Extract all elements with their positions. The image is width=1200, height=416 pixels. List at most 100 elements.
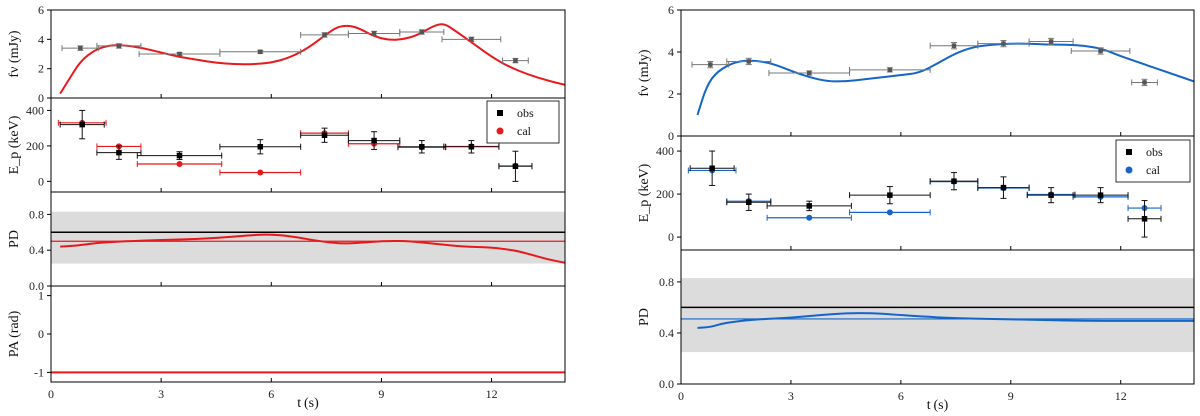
legend-frame bbox=[486, 100, 560, 144]
panel-plot-area bbox=[691, 37, 1194, 116]
y-tick-label: 400 bbox=[26, 103, 44, 117]
x-tick-label: 12 bbox=[486, 387, 498, 401]
obs-point bbox=[1097, 192, 1104, 198]
obs-point bbox=[419, 29, 425, 35]
obs-point bbox=[468, 144, 475, 150]
obs-point bbox=[806, 203, 812, 209]
y-axis-label: fν (mJy) bbox=[637, 49, 652, 96]
obs-point bbox=[951, 43, 957, 48]
x-tick-label: 9 bbox=[1008, 389, 1014, 403]
obs-point bbox=[177, 51, 182, 57]
y-axis-label: PD bbox=[7, 230, 22, 248]
y-tick-label: 0.0 bbox=[659, 377, 674, 391]
y-tick-label: -1 bbox=[34, 365, 44, 379]
legend: obs cal bbox=[1115, 139, 1191, 183]
obs-point bbox=[371, 31, 377, 36]
obs-point bbox=[78, 45, 83, 51]
cal-point bbox=[176, 160, 183, 167]
panel-plot-area bbox=[57, 109, 533, 182]
obs-point bbox=[176, 152, 183, 159]
obs-point bbox=[746, 59, 752, 64]
x-axis-label: t (s) bbox=[927, 398, 949, 413]
observed-pd-band bbox=[51, 211, 565, 264]
x-tick-label: 9 bbox=[378, 387, 384, 401]
model-curve bbox=[696, 42, 1194, 116]
right-figure: 0 2 4 6 fν (mJy) 0 200 400 E_p (keV) obs cal 0.0 0.4… bbox=[637, 3, 1195, 413]
y-tick-label: 400 bbox=[656, 144, 674, 158]
y-tick-label: 0.8 bbox=[29, 207, 44, 221]
x-tick-label: 0 bbox=[48, 387, 54, 401]
x-tick-label: 0 bbox=[678, 389, 684, 403]
obs-point bbox=[258, 49, 263, 55]
x-axis-label: t (s) bbox=[297, 396, 319, 411]
obs-point bbox=[257, 144, 264, 150]
panel-flux: 0 2 4 6 fν (mJy) bbox=[637, 3, 1195, 143]
legend-cal-marker bbox=[1125, 166, 1133, 174]
legend-obs-label: obs bbox=[1146, 145, 1163, 159]
y-tick-label: 2 bbox=[668, 87, 674, 101]
x-tick-label: 6 bbox=[268, 387, 274, 401]
y-tick-label: 0 bbox=[668, 129, 674, 143]
panel-plot-area bbox=[51, 211, 565, 264]
obs-point bbox=[322, 32, 327, 38]
legend-cal-marker bbox=[496, 127, 504, 135]
panel-ep: 0 200 400 E_p (keV) obs cal bbox=[637, 135, 1195, 251]
obs-point bbox=[419, 144, 425, 150]
y-tick-label: 4 bbox=[38, 32, 44, 46]
x-tick-label: 6 bbox=[898, 389, 904, 403]
legend: obs cal bbox=[486, 100, 560, 144]
panel-pd: 0.0 0.4 0.8 PD bbox=[7, 191, 566, 293]
cal-point bbox=[886, 209, 893, 216]
left-figure: 0 2 4 6 fν (mJy) 0 200 400 E_p (keV) obs cal 0.0 0.4… bbox=[7, 3, 566, 411]
x-tick-label: 3 bbox=[788, 389, 794, 403]
panel-frame bbox=[680, 249, 1195, 385]
obs-point bbox=[708, 62, 713, 67]
obs-point bbox=[371, 137, 377, 144]
obs-point bbox=[746, 199, 752, 205]
panel-plot-area bbox=[59, 23, 565, 95]
obs-point bbox=[116, 43, 122, 49]
cal-point bbox=[257, 169, 264, 176]
obs-point bbox=[79, 121, 85, 128]
panel-frame bbox=[680, 9, 1195, 137]
y-tick-label: 4 bbox=[668, 45, 674, 59]
obs-point bbox=[1048, 39, 1054, 44]
y-tick-label: 0 bbox=[668, 230, 674, 244]
obs-point bbox=[469, 37, 474, 42]
y-tick-label: 0 bbox=[38, 327, 44, 341]
y-tick-label: 0.4 bbox=[659, 326, 674, 340]
obs-point bbox=[512, 163, 519, 170]
obs-point bbox=[709, 165, 715, 172]
x-tick-label: 3 bbox=[158, 387, 164, 401]
legend-obs-label: obs bbox=[517, 106, 534, 120]
y-axis-label: PA (rad) bbox=[7, 310, 22, 357]
obs-point bbox=[807, 70, 812, 76]
x-tick-label: 12 bbox=[1115, 389, 1127, 403]
legend-cal-label: cal bbox=[517, 124, 532, 138]
y-tick-label: 200 bbox=[656, 187, 674, 201]
obs-point bbox=[1141, 216, 1148, 222]
panel-flux: 0 2 4 6 fν (mJy) bbox=[7, 3, 566, 105]
model-curve bbox=[59, 23, 565, 95]
y-tick-label: 2 bbox=[38, 62, 44, 76]
y-tick-label: 0.4 bbox=[29, 243, 44, 257]
obs-point bbox=[887, 67, 893, 73]
obs-point bbox=[513, 58, 518, 63]
panel-plot-area bbox=[687, 150, 1162, 238]
obs-point bbox=[1048, 192, 1054, 198]
y-tick-label: 200 bbox=[26, 139, 44, 153]
legend-cal-label: cal bbox=[1146, 163, 1161, 177]
panel-frame bbox=[50, 285, 566, 383]
legend-obs-marker bbox=[497, 110, 503, 116]
y-tick-label: 1 bbox=[38, 289, 44, 303]
y-tick-label: 6 bbox=[668, 3, 674, 17]
cal-point bbox=[806, 214, 813, 221]
y-axis-label: fν (mJy) bbox=[7, 30, 22, 77]
obs-point bbox=[887, 192, 893, 198]
model-curve bbox=[697, 312, 1194, 329]
y-axis-label: PD bbox=[637, 308, 652, 326]
observed-pd-band bbox=[681, 278, 1194, 353]
y-tick-label: 0 bbox=[38, 174, 44, 188]
legend-obs-marker bbox=[1126, 149, 1132, 155]
